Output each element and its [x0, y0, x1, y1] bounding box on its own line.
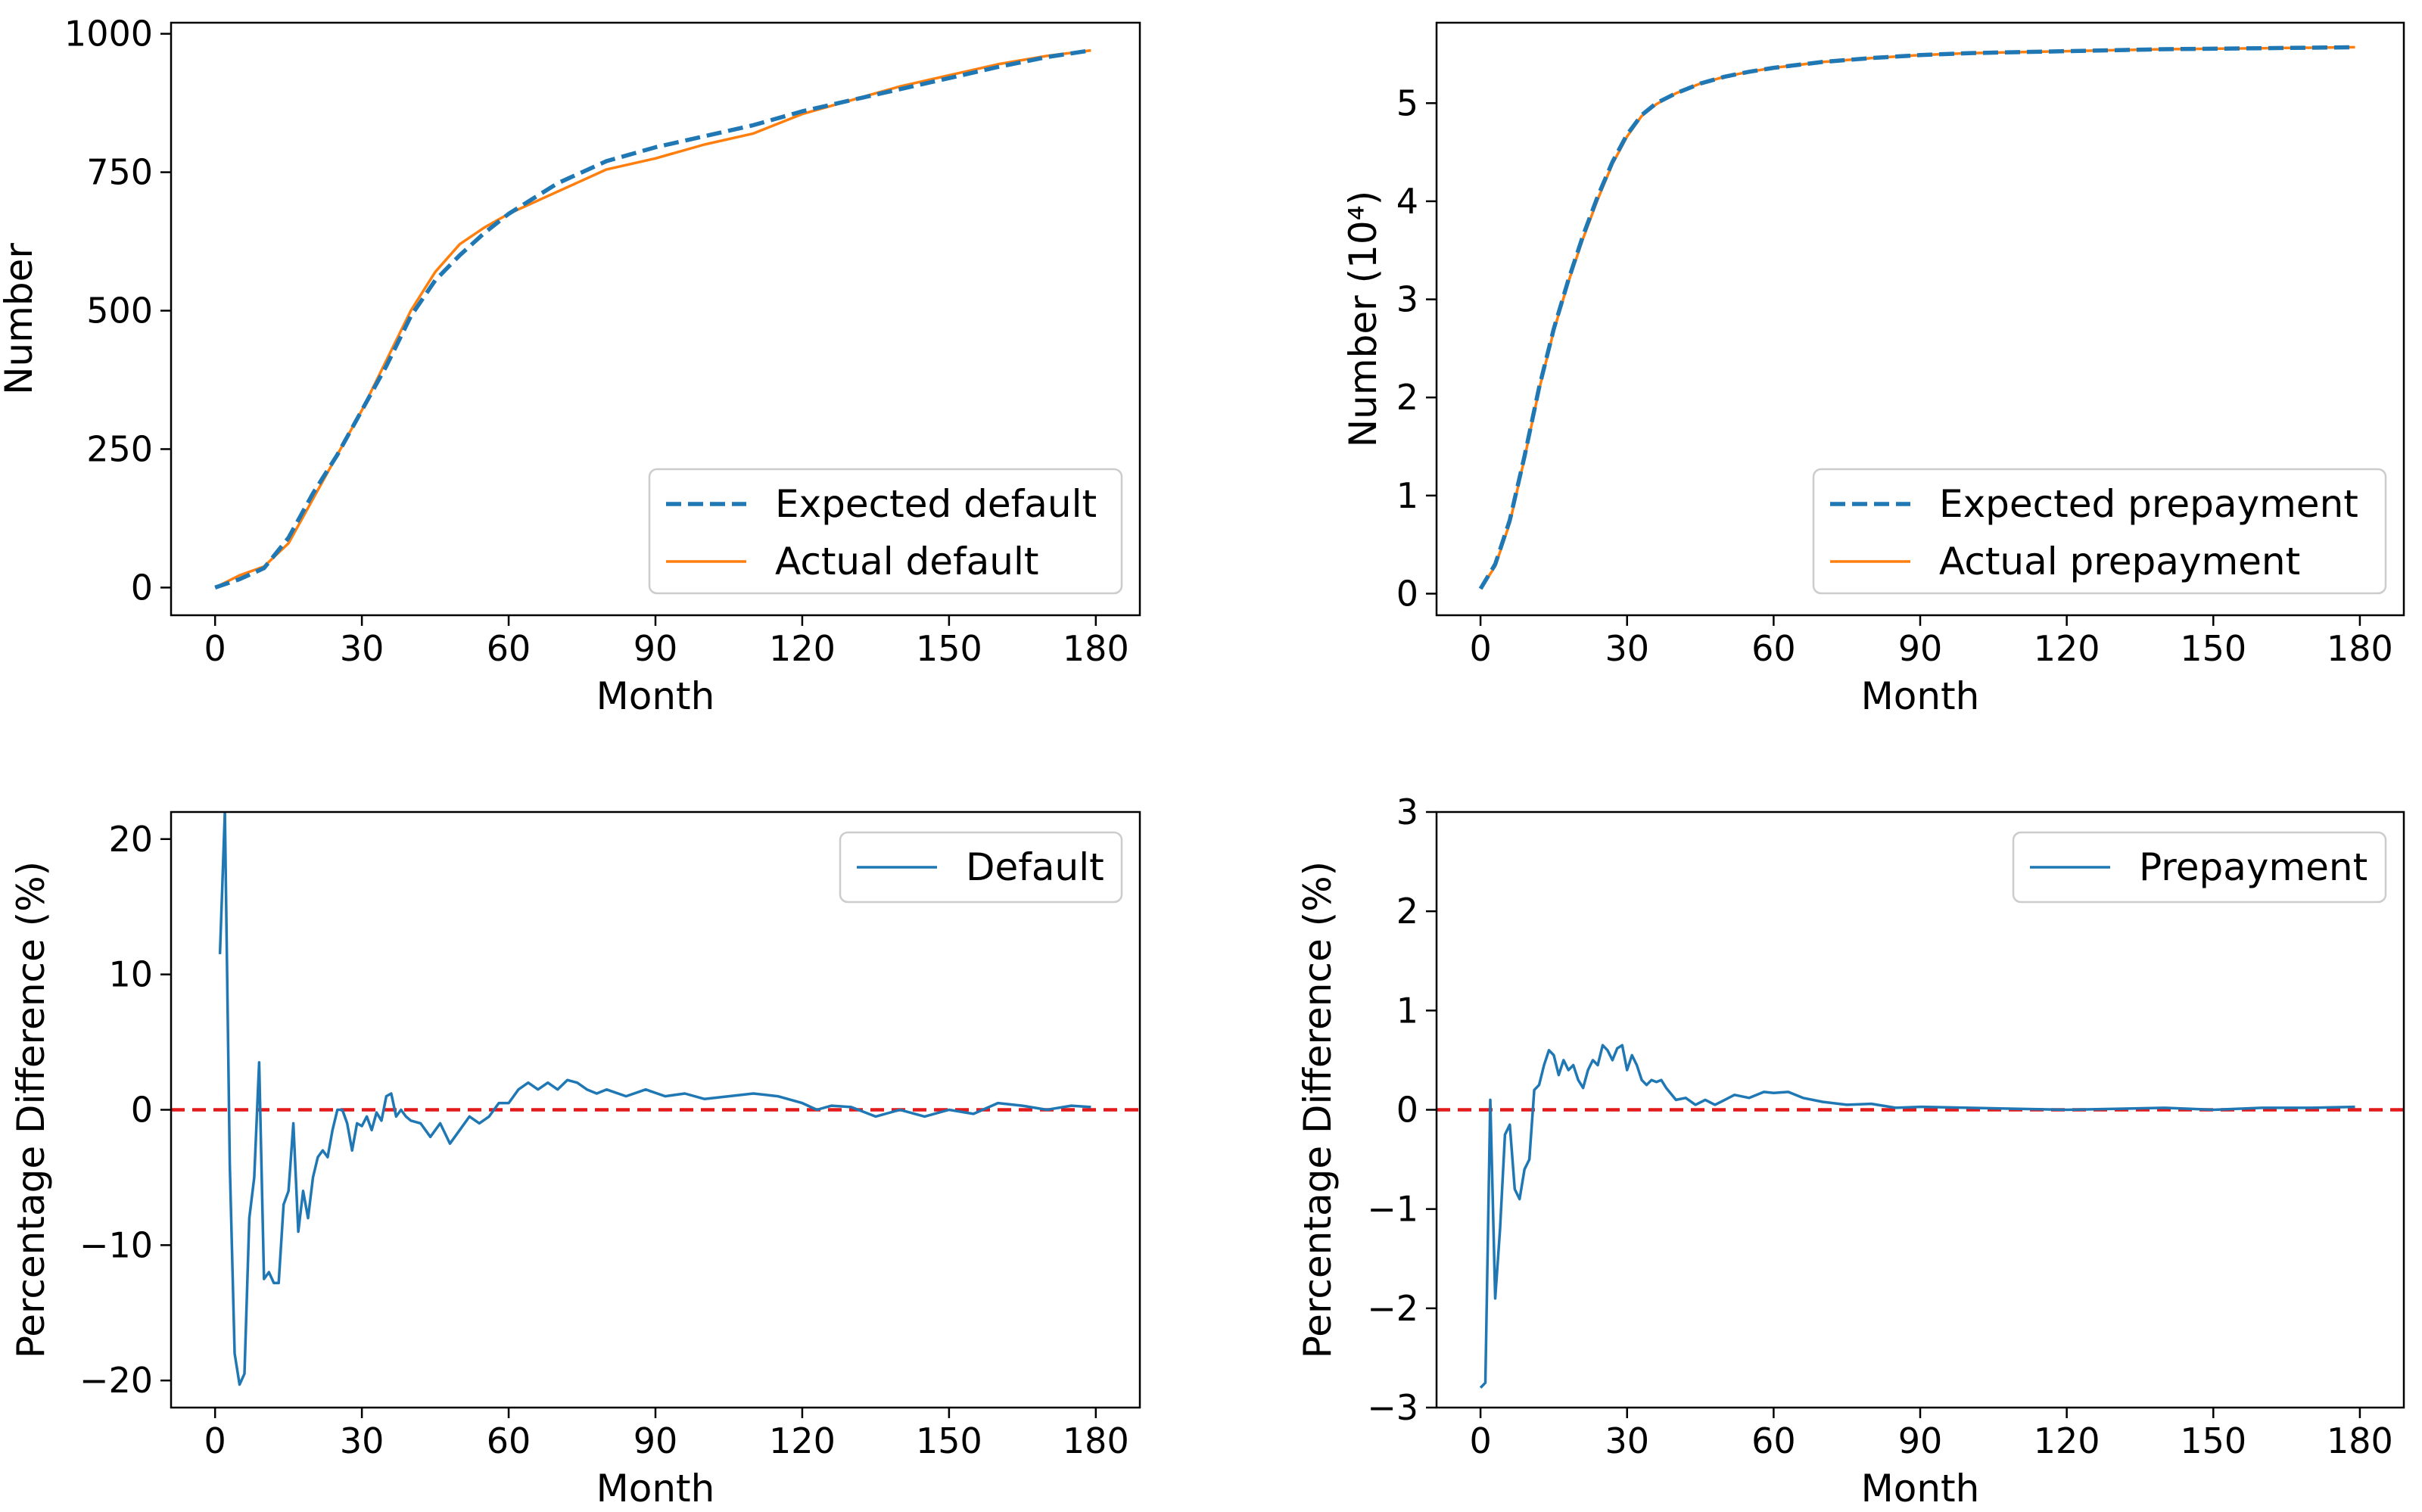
x-tick-label: 120	[769, 628, 836, 669]
y-tick-label: 0	[131, 567, 153, 608]
x-tick-label: 150	[916, 1420, 982, 1461]
y-tick-label: 250	[86, 428, 153, 469]
legend-entry-label: Expected default	[775, 482, 1097, 526]
x-tick-label: 180	[2327, 1420, 2393, 1461]
legend: Expected default Actual default	[648, 468, 1123, 595]
y-tick-label: 500	[86, 291, 153, 331]
plot-frame	[170, 21, 1141, 617]
x-tick-label: 0	[204, 1420, 226, 1461]
x-tick-label: 60	[487, 628, 531, 669]
x-axis-label: Month	[1861, 674, 1980, 718]
x-tick-label: 90	[634, 1420, 678, 1461]
x-tick-label: 30	[1605, 1420, 1649, 1461]
legend-box	[648, 468, 1123, 595]
y-tick-label: 5	[1396, 82, 1418, 123]
legend: Expected prepayment Actual prepayment	[1812, 468, 2387, 595]
panel-expected-vs-actual-default: 0 30 60 90 120 150 180 0 250 500 750 1000 Month Numbe…	[0, 14, 1141, 718]
x-tick-label: 60	[487, 1420, 531, 1461]
y-tick-label: 0	[1396, 573, 1418, 614]
x-tick-label: 0	[204, 628, 226, 669]
x-tick-label: 30	[340, 1420, 384, 1461]
y-tick-label: 1	[1396, 475, 1418, 516]
panel-prepayment-percentage-difference: 0 30 60 90 120 150 180 −3 −2 −1 0 1 2 3 Month Percentag…	[1296, 792, 2405, 1510]
series-line-expected-default	[214, 48, 1091, 590]
legend: Prepayment	[2012, 831, 2387, 904]
x-tick-label: 60	[1751, 1420, 1796, 1461]
legend-entry-label: Prepayment	[2139, 845, 2368, 889]
y-tick-label: 20	[108, 819, 153, 860]
plot-frame	[170, 810, 1141, 1409]
y-tick-label: 0	[131, 1090, 153, 1131]
x-tick-label: 180	[1063, 1420, 1129, 1461]
y-tick-label: 3	[1396, 792, 1418, 832]
y-tick-label: 2	[1396, 891, 1418, 932]
y-tick-label: −10	[79, 1224, 153, 1265]
series-line-prepayment	[1479, 1044, 2355, 1389]
y-axis-label: Percentage Difference (%)	[1296, 861, 1340, 1358]
legend-box	[839, 831, 1123, 904]
legend-entry-label: Expected prepayment	[1939, 482, 2358, 526]
plot-frame	[1435, 810, 2405, 1409]
y-tick-label: −1	[1367, 1189, 1418, 1230]
y-tick-label: 750	[86, 152, 153, 193]
legend-entry-label: Actual default	[775, 540, 1038, 583]
x-tick-label: 90	[1898, 1420, 1943, 1461]
y-axis-label: Percentage Difference (%)	[9, 861, 53, 1358]
x-tick-label: 30	[1605, 628, 1649, 669]
y-axis-label: Number	[0, 243, 41, 395]
y-tick-label: 1	[1396, 990, 1418, 1031]
x-tick-label: 60	[1751, 628, 1796, 669]
x-axis-label: Month	[596, 674, 715, 718]
x-axis-label: Month	[1861, 1467, 1980, 1510]
x-tick-label: 30	[340, 628, 384, 669]
x-tick-label: 90	[634, 628, 678, 669]
panel-default-percentage-difference: 0 30 60 90 120 150 180 −20 −10 0 10 20 Month Percenta…	[9, 810, 1141, 1510]
x-tick-label: 150	[2180, 1420, 2246, 1461]
x-tick-label: 120	[2034, 628, 2100, 669]
x-tick-label: 150	[2180, 628, 2246, 669]
x-tick-label: 120	[2034, 1420, 2100, 1461]
x-axis-label: Month	[596, 1467, 715, 1510]
series-line-expected-prepayment	[1478, 45, 2355, 590]
legend: Default	[839, 831, 1123, 904]
x-tick-label: 120	[769, 1420, 836, 1461]
y-tick-label: 2	[1396, 377, 1418, 418]
y-axis-label: Number (10⁴)	[1341, 191, 1385, 447]
x-tick-label: 0	[1469, 628, 1491, 669]
x-tick-label: 180	[2327, 628, 2393, 669]
legend-entry-label: Default	[966, 845, 1104, 889]
x-tick-label: 90	[1898, 628, 1943, 669]
plot-frame	[1435, 21, 2405, 617]
x-tick-label: 0	[1469, 1420, 1491, 1461]
series-line-default	[218, 812, 1091, 1386]
legend-box	[2012, 831, 2387, 904]
y-tick-label: 3	[1396, 279, 1418, 320]
panel-expected-vs-actual-prepayment: 0 30 60 90 120 150 180 0 1 2 3 4 5 Month Number (10⁴) E…	[1341, 21, 2405, 718]
legend-box	[1812, 468, 2387, 595]
y-tick-label: 1000	[64, 14, 153, 54]
legend-entry-label: Actual prepayment	[1939, 540, 2300, 583]
x-tick-label: 150	[916, 628, 982, 669]
y-tick-label: −2	[1367, 1288, 1418, 1329]
y-tick-label: 4	[1396, 181, 1418, 222]
y-tick-label: 0	[1396, 1090, 1418, 1131]
x-tick-label: 180	[1063, 628, 1129, 669]
y-tick-label: 10	[108, 954, 153, 995]
y-tick-label: −3	[1367, 1387, 1418, 1428]
y-tick-label: −20	[79, 1360, 153, 1401]
